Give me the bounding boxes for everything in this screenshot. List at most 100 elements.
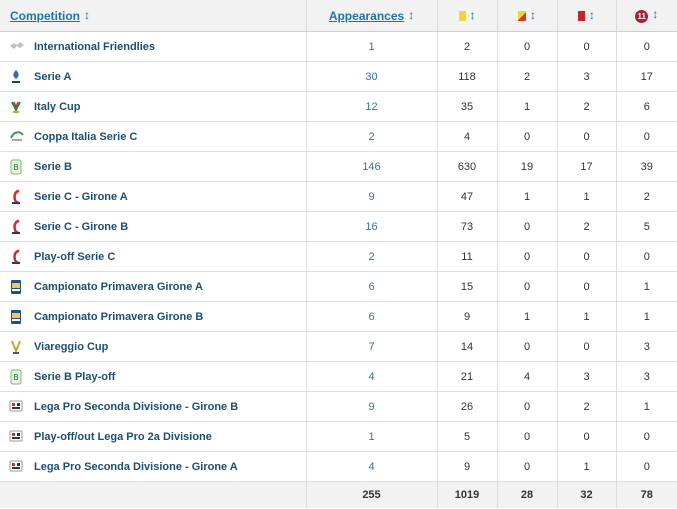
- table-row: B Serie B 146 630 19 17 39: [0, 151, 677, 182]
- competition-name-link[interactable]: Serie B: [28, 151, 306, 182]
- competition-name-link[interactable]: Play-off/out Lega Pro 2a Divisione: [28, 421, 306, 452]
- second-yellow-value: 0: [496, 421, 557, 452]
- appearances-sort-link[interactable]: Appearances: [328, 8, 405, 23]
- sort-icon[interactable]: ↕: [530, 7, 536, 22]
- competition-column-header[interactable]: Competition ↕: [0, 0, 306, 32]
- appearances-value[interactable]: 9: [305, 391, 437, 422]
- appearances-value[interactable]: 16: [305, 211, 437, 242]
- red-card-icon: [578, 11, 585, 22]
- competition-name-link[interactable]: Serie B Play-off: [28, 361, 306, 392]
- competition-name-link[interactable]: International Friendlies: [28, 31, 306, 62]
- total-goals: 78: [615, 481, 677, 508]
- goals-value: 1: [615, 301, 677, 332]
- competition-name-link[interactable]: Lega Pro Seconda Divisione - Girone A: [28, 451, 306, 482]
- table-row: International Friendlies 1 2 0 0 0: [0, 31, 677, 62]
- lega-pro-logo-icon: [9, 459, 23, 475]
- red-cards-value: 0: [556, 271, 616, 302]
- appearances-value[interactable]: 9: [305, 181, 437, 212]
- red-cards-value: 0: [556, 421, 616, 452]
- competition-logo-cell: [0, 61, 28, 92]
- red-cards-value: 2: [556, 211, 616, 242]
- serie-c-logo-icon: [9, 219, 23, 235]
- goals-value: 17: [615, 61, 677, 92]
- total-yellow-cards: 1019: [436, 481, 497, 508]
- appearances-value[interactable]: 4: [305, 451, 437, 482]
- red-cards-value: 2: [556, 391, 616, 422]
- appearances-value[interactable]: 1: [305, 31, 437, 62]
- red-cards-value: 1: [556, 301, 616, 332]
- appearances-value[interactable]: 6: [305, 301, 437, 332]
- competition-logo-cell: [0, 241, 28, 272]
- goals-value: 2: [615, 181, 677, 212]
- sort-icon[interactable]: ↕: [84, 7, 90, 22]
- table-row: Play-off/out Lega Pro 2a Divisione 1 5 0 0 0: [0, 421, 677, 452]
- serie-a-logo-icon: [9, 69, 23, 85]
- svg-text:B: B: [13, 373, 19, 382]
- totals-row: 255 1019 28 32 78: [0, 481, 677, 508]
- table-row: Viareggio Cup 7 14 0 0 3: [0, 331, 677, 362]
- yellow-cards-column-header[interactable]: ↕: [436, 0, 497, 32]
- primavera-logo-icon: [9, 279, 23, 295]
- sort-icon[interactable]: ↕: [652, 7, 659, 22]
- competition-name-link[interactable]: Campionato Primavera Girone B: [28, 301, 306, 332]
- second-yellow-value: 1: [496, 181, 557, 212]
- competition-sort-link[interactable]: Competition: [10, 8, 80, 23]
- second-yellow-value: 1: [496, 301, 557, 332]
- appearances-value[interactable]: 30: [305, 61, 437, 92]
- serie-c-logo-icon: [9, 249, 23, 265]
- second-yellow-column-header[interactable]: ↕: [496, 0, 557, 32]
- competition-logo-cell: [0, 31, 28, 62]
- red-cards-value: 1: [556, 451, 616, 482]
- sort-icon[interactable]: ↕: [408, 7, 415, 22]
- red-cards-value: 0: [556, 241, 616, 272]
- competition-name-link[interactable]: Serie A: [28, 61, 306, 92]
- yellow-cards-value: 14: [436, 331, 497, 362]
- goals-value: 3: [615, 361, 677, 392]
- total-second-yellow: 28: [496, 481, 557, 508]
- competition-logo-cell: [0, 121, 28, 152]
- red-cards-column-header[interactable]: ↕: [556, 0, 616, 32]
- appearances-value[interactable]: 146: [305, 151, 437, 182]
- red-cards-value: 3: [556, 61, 616, 92]
- appearances-column-header[interactable]: Appearances ↕: [305, 0, 437, 32]
- serie-c-logo-icon: [9, 189, 23, 205]
- appearances-value[interactable]: 2: [305, 241, 437, 272]
- appearances-value[interactable]: 2: [305, 121, 437, 152]
- yellow-red-card-icon: [518, 11, 526, 22]
- appearances-value[interactable]: 4: [305, 361, 437, 392]
- sort-icon[interactable]: ↕: [589, 7, 595, 22]
- appearances-value[interactable]: 6: [305, 271, 437, 302]
- competition-logo-cell: [0, 391, 28, 422]
- yellow-cards-value: 2: [436, 31, 497, 62]
- competition-name-link[interactable]: Coppa Italia Serie C: [28, 121, 306, 152]
- second-yellow-value: 0: [496, 271, 557, 302]
- lega-pro-logo-icon: [9, 399, 23, 415]
- goals-value: 0: [615, 421, 677, 452]
- competition-name-link[interactable]: Lega Pro Seconda Divisione - Girone B: [28, 391, 306, 422]
- table-header-row: Competition ↕ Appearances ↕ ↕ ↕ ↕ 11 ↕: [0, 0, 677, 32]
- italy-cup-logo-icon: [9, 99, 23, 115]
- competition-name-link[interactable]: Viareggio Cup: [28, 331, 306, 362]
- second-yellow-value: 0: [496, 241, 557, 272]
- coppa-italia-serie-c-logo-icon: [9, 129, 24, 145]
- goals-column-header[interactable]: 11 ↕: [615, 0, 677, 32]
- competition-name-link[interactable]: Italy Cup: [28, 91, 306, 122]
- competition-logo-cell: [0, 301, 28, 332]
- appearances-value[interactable]: 12: [305, 91, 437, 122]
- yellow-cards-value: 9: [436, 301, 497, 332]
- red-cards-value: 0: [556, 31, 616, 62]
- second-yellow-value: 1: [496, 91, 557, 122]
- yellow-cards-value: 5: [436, 421, 497, 452]
- yellow-card-icon: [458, 11, 466, 22]
- competition-name-link[interactable]: Campionato Primavera Girone A: [28, 271, 306, 302]
- competition-name-link[interactable]: Serie C - Girone A: [28, 181, 306, 212]
- goals-value: 5: [615, 211, 677, 242]
- viareggio-cup-logo-icon: [9, 339, 23, 355]
- second-yellow-value: 4: [496, 361, 557, 392]
- sort-icon[interactable]: ↕: [469, 7, 476, 22]
- appearances-value[interactable]: 7: [305, 331, 437, 362]
- competition-name-link[interactable]: Play-off Serie C: [28, 241, 306, 272]
- appearances-value[interactable]: 1: [305, 421, 437, 452]
- competition-name-link[interactable]: Serie C - Girone B: [28, 211, 306, 242]
- yellow-cards-value: 21: [436, 361, 497, 392]
